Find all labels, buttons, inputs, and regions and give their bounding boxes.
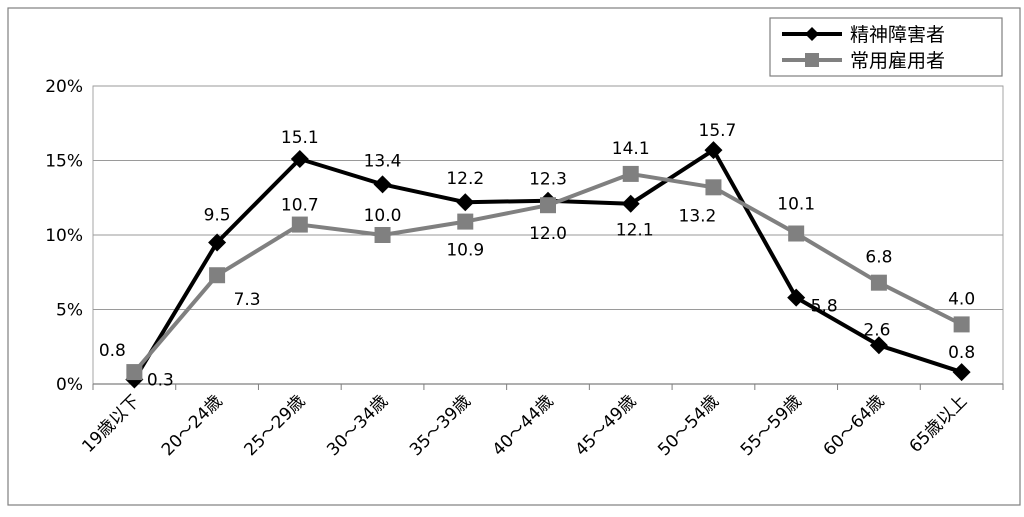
y-tick-label: 10%	[45, 226, 83, 246]
data-point-marker	[705, 179, 722, 196]
data-point-marker	[953, 316, 970, 333]
data-point-marker	[374, 227, 391, 243]
series	[125, 141, 971, 389]
data-label: 12.2	[446, 169, 484, 189]
data-label: 12.0	[529, 224, 567, 244]
y-tick-label: 5%	[56, 301, 83, 321]
data-point-marker	[540, 197, 556, 214]
chart-frame	[7, 7, 1021, 506]
y-tick-label: 15%	[45, 152, 83, 172]
data-label: 7.3	[234, 290, 261, 310]
data-label: 12.1	[616, 221, 654, 241]
data-point-marker	[621, 194, 640, 213]
data-label: 2.6	[863, 320, 890, 340]
data-label: 10.9	[446, 241, 484, 261]
legend-item: 精神障害者	[782, 24, 945, 46]
data-point-marker	[456, 193, 475, 212]
data-label: 10.1	[777, 195, 815, 215]
data-label: 15.7	[699, 121, 737, 141]
data-point-marker	[126, 364, 143, 381]
data-label: 10.7	[281, 196, 319, 216]
data-point-marker	[373, 175, 392, 194]
data-point-marker	[290, 150, 309, 169]
data-label: 14.1	[612, 139, 650, 159]
legend-marker	[805, 27, 819, 41]
data-point-marker	[208, 233, 227, 252]
data-point-marker	[869, 336, 888, 355]
data-label: 13.4	[364, 151, 402, 171]
legend-label: 精神障害者	[850, 24, 945, 46]
data-label: 10.0	[364, 206, 402, 226]
data-point-marker	[291, 216, 308, 233]
y-tick-label: 0%	[56, 375, 83, 395]
data-label: 12.3	[529, 170, 567, 190]
legend-marker	[805, 53, 819, 67]
data-label: 0.8	[948, 343, 975, 363]
data-point-marker	[788, 225, 805, 242]
data-point-marker	[457, 213, 474, 230]
data-label: 4.0	[948, 289, 975, 309]
data-label: 15.1	[281, 128, 319, 148]
data-label: 13.2	[679, 206, 717, 226]
data-label: 0.8	[99, 341, 126, 361]
data-point-marker	[209, 267, 226, 284]
data-label: 6.8	[865, 248, 892, 268]
data-labels: 0.3 9.5 15.1 13.4 12.2 12.3 12.1 15.7 5.8 2.6 0.8 0…	[99, 121, 975, 390]
legend-label: 常用雇用者	[850, 50, 945, 72]
data-point-marker	[870, 274, 887, 291]
data-point-marker	[952, 363, 971, 382]
data-label: 0.3	[147, 371, 174, 391]
data-point-marker	[704, 141, 723, 160]
series-2	[126, 165, 970, 381]
data-label: 9.5	[204, 205, 231, 225]
data-point-marker	[787, 288, 806, 307]
legend-item: 常用雇用者	[782, 50, 945, 72]
data-label: 5.8	[811, 297, 838, 317]
data-point-marker	[622, 165, 639, 182]
y-tick-label: 20%	[45, 77, 83, 97]
